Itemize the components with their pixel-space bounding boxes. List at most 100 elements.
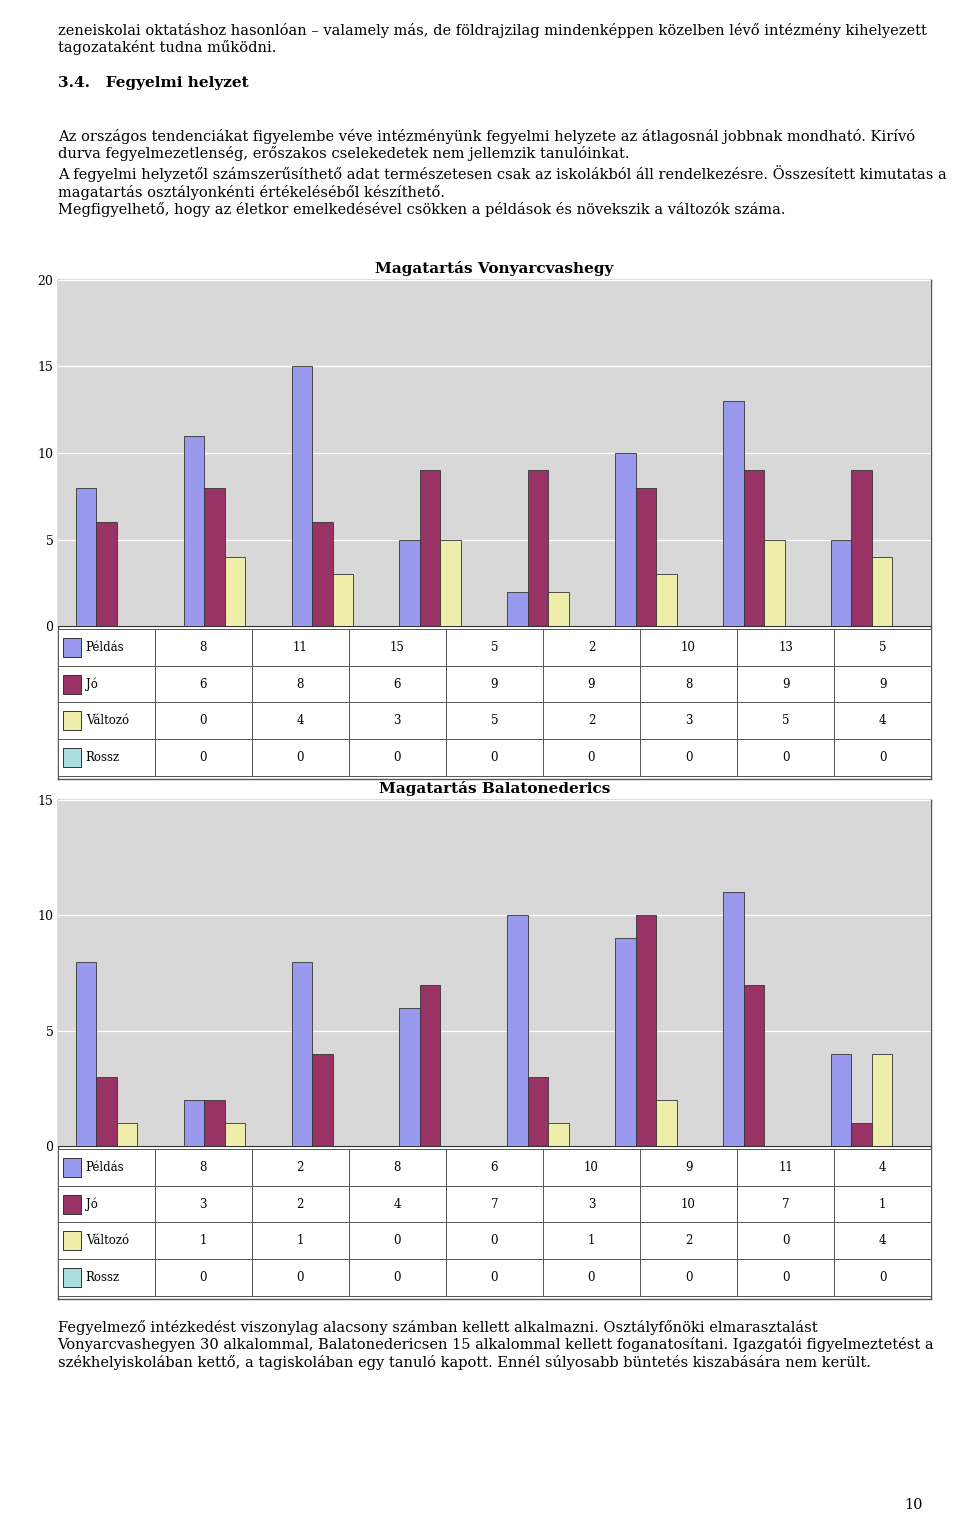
- Text: 1: 1: [588, 1234, 595, 1247]
- Bar: [528, 1077, 548, 1147]
- Bar: [543, 1150, 640, 1187]
- Text: 8: 8: [684, 678, 692, 690]
- Text: Jó: Jó: [85, 678, 98, 690]
- Bar: [292, 366, 312, 626]
- Text: 0: 0: [200, 715, 207, 727]
- Text: 2: 2: [297, 1160, 304, 1174]
- Bar: [348, 1259, 445, 1296]
- Text: 0: 0: [879, 750, 886, 764]
- Bar: [507, 916, 528, 1147]
- Text: 5: 5: [879, 641, 886, 655]
- Bar: [737, 702, 834, 739]
- Bar: [204, 1100, 225, 1147]
- Bar: [58, 666, 155, 702]
- Text: zeneiskolai oktatáshoz hasonlóan – valamely más, de földrajzilag mindenképpen kö: zeneiskolai oktatáshoz hasonlóan – valam…: [58, 23, 926, 55]
- Text: 4: 4: [879, 715, 886, 727]
- Bar: [723, 893, 744, 1147]
- Bar: [640, 1150, 737, 1187]
- Text: 5: 5: [781, 715, 789, 727]
- Bar: [155, 1222, 252, 1259]
- Bar: [543, 1187, 640, 1222]
- Bar: [640, 1187, 737, 1222]
- Bar: [252, 1259, 348, 1296]
- Text: 6: 6: [200, 678, 207, 690]
- Bar: [543, 702, 640, 739]
- Text: 0: 0: [491, 750, 498, 764]
- Bar: [640, 702, 737, 739]
- Bar: [292, 962, 312, 1147]
- Bar: [744, 470, 764, 626]
- Bar: [445, 666, 543, 702]
- Bar: [63, 1231, 81, 1250]
- Text: 3: 3: [588, 1197, 595, 1211]
- Bar: [58, 1150, 155, 1187]
- Bar: [640, 1222, 737, 1259]
- Bar: [155, 629, 252, 666]
- Bar: [640, 1259, 737, 1296]
- Text: 2: 2: [297, 1197, 304, 1211]
- Text: 1: 1: [879, 1197, 886, 1211]
- Bar: [312, 523, 332, 626]
- Text: Rossz: Rossz: [85, 1271, 120, 1283]
- Bar: [312, 1054, 332, 1147]
- Bar: [636, 487, 657, 626]
- Bar: [831, 1054, 852, 1147]
- Bar: [252, 629, 348, 666]
- Bar: [252, 1187, 348, 1222]
- Bar: [834, 629, 931, 666]
- Bar: [441, 539, 461, 626]
- Text: 8: 8: [200, 641, 207, 655]
- Text: 0: 0: [394, 750, 401, 764]
- Text: 6: 6: [491, 1160, 498, 1174]
- Bar: [348, 702, 445, 739]
- Bar: [183, 1100, 204, 1147]
- Title: Magatartás Balatonederics: Magatartás Balatonederics: [378, 781, 611, 796]
- Bar: [834, 1187, 931, 1222]
- Text: 0: 0: [394, 1271, 401, 1283]
- Text: 8: 8: [200, 1160, 207, 1174]
- Bar: [348, 1150, 445, 1187]
- Text: 4: 4: [394, 1197, 401, 1211]
- Text: 0: 0: [684, 750, 692, 764]
- Text: 0: 0: [491, 1271, 498, 1283]
- Bar: [657, 1100, 677, 1147]
- Bar: [58, 702, 155, 739]
- Bar: [507, 592, 528, 626]
- Bar: [872, 556, 893, 626]
- Text: Változó: Változó: [85, 715, 129, 727]
- Bar: [445, 629, 543, 666]
- Bar: [543, 739, 640, 776]
- Bar: [737, 1222, 834, 1259]
- Text: 0: 0: [879, 1271, 886, 1283]
- Bar: [543, 1259, 640, 1296]
- Bar: [155, 739, 252, 776]
- Text: Jó: Jó: [85, 1197, 98, 1211]
- Bar: [155, 1187, 252, 1222]
- Bar: [76, 487, 96, 626]
- Bar: [737, 629, 834, 666]
- Bar: [348, 629, 445, 666]
- Text: 9: 9: [684, 1160, 692, 1174]
- Bar: [76, 962, 96, 1147]
- Bar: [852, 1124, 872, 1147]
- Text: 4: 4: [879, 1160, 886, 1174]
- Text: Példás: Példás: [85, 641, 125, 655]
- Text: 4: 4: [297, 715, 304, 727]
- Text: 1: 1: [200, 1234, 207, 1247]
- Bar: [615, 453, 636, 626]
- Text: 10: 10: [681, 1197, 696, 1211]
- Bar: [615, 939, 636, 1147]
- Text: 10: 10: [681, 641, 696, 655]
- Bar: [445, 1150, 543, 1187]
- Bar: [348, 1222, 445, 1259]
- Bar: [225, 1124, 245, 1147]
- Text: 5: 5: [491, 641, 498, 655]
- Bar: [543, 666, 640, 702]
- Text: 3: 3: [684, 715, 692, 727]
- Text: 3: 3: [200, 1197, 207, 1211]
- Bar: [445, 1222, 543, 1259]
- Bar: [834, 666, 931, 702]
- Bar: [348, 1187, 445, 1222]
- Bar: [63, 638, 81, 656]
- Text: 0: 0: [200, 1271, 207, 1283]
